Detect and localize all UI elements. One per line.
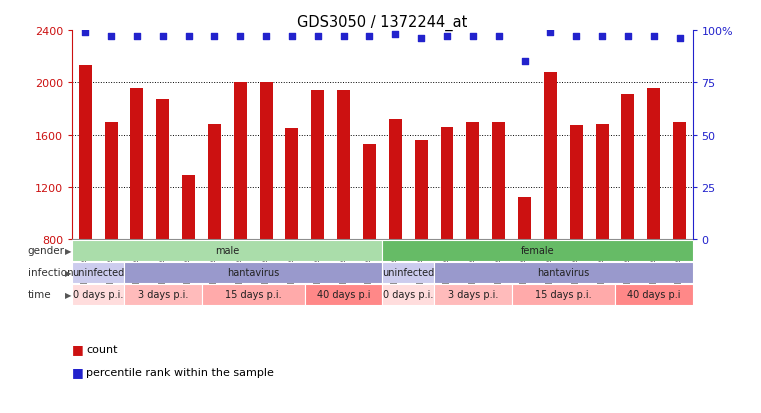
Bar <box>383 262 434 283</box>
Point <box>492 34 505 40</box>
Text: 0 days p.i.: 0 days p.i. <box>383 290 434 299</box>
Point <box>648 34 660 40</box>
Bar <box>311 91 324 240</box>
Bar <box>673 122 686 240</box>
Bar <box>260 83 272 240</box>
Point <box>209 34 221 40</box>
Text: hantavirus: hantavirus <box>537 268 590 278</box>
Text: count: count <box>86 344 117 354</box>
Point <box>622 34 634 40</box>
Text: hantavirus: hantavirus <box>227 268 279 278</box>
Text: 15 days p.i.: 15 days p.i. <box>535 290 591 299</box>
Bar <box>234 83 247 240</box>
Text: uninfected: uninfected <box>382 268 435 278</box>
Bar <box>383 240 693 261</box>
Bar <box>363 145 376 240</box>
Bar <box>622 95 635 240</box>
Bar <box>389 120 402 240</box>
Point <box>673 36 686 43</box>
Point <box>79 30 91 36</box>
Point <box>260 34 272 40</box>
Bar <box>285 129 298 240</box>
Bar <box>441 128 454 240</box>
Bar <box>72 240 383 261</box>
Bar <box>383 284 434 305</box>
Bar <box>648 88 661 240</box>
Bar <box>208 125 221 240</box>
Text: uninfected: uninfected <box>72 268 124 278</box>
Bar <box>415 140 428 240</box>
Bar <box>182 176 195 240</box>
Bar <box>518 198 531 240</box>
Text: ▶: ▶ <box>65 268 72 277</box>
Text: ■: ■ <box>72 342 84 356</box>
Text: 0 days p.i.: 0 days p.i. <box>73 290 123 299</box>
Bar <box>466 122 479 240</box>
Bar <box>78 66 91 240</box>
Bar <box>202 284 305 305</box>
Text: 3 days p.i.: 3 days p.i. <box>138 290 188 299</box>
Text: 3 days p.i.: 3 days p.i. <box>447 290 498 299</box>
Bar <box>570 126 583 240</box>
Bar <box>104 122 117 240</box>
Bar <box>72 262 124 283</box>
Point <box>596 34 608 40</box>
Text: 40 days p.i: 40 days p.i <box>627 290 680 299</box>
Text: infection: infection <box>27 268 73 278</box>
Point <box>415 36 427 43</box>
Point <box>570 34 582 40</box>
Bar <box>511 284 615 305</box>
Title: GDS3050 / 1372244_at: GDS3050 / 1372244_at <box>298 15 467 31</box>
Bar <box>305 284 383 305</box>
Point <box>286 34 298 40</box>
Bar <box>615 284 693 305</box>
Text: ▶: ▶ <box>65 290 72 299</box>
Bar <box>434 262 693 283</box>
Bar <box>156 100 169 240</box>
Point <box>441 34 453 40</box>
Point <box>131 34 143 40</box>
Point <box>183 34 195 40</box>
Point <box>338 34 350 40</box>
Text: time: time <box>27 290 51 299</box>
Bar <box>596 125 609 240</box>
Text: percentile rank within the sample: percentile rank within the sample <box>86 367 274 377</box>
Point <box>105 34 117 40</box>
Bar <box>434 284 511 305</box>
Point <box>466 34 479 40</box>
Point <box>157 34 169 40</box>
Bar <box>72 284 124 305</box>
Bar <box>492 122 505 240</box>
Point <box>234 34 247 40</box>
Text: 40 days p.i: 40 days p.i <box>317 290 371 299</box>
Text: male: male <box>215 246 240 256</box>
Text: 15 days p.i.: 15 days p.i. <box>225 290 282 299</box>
Point <box>312 34 324 40</box>
Bar <box>544 73 557 240</box>
Point <box>364 34 376 40</box>
Text: ■: ■ <box>72 365 84 378</box>
Bar <box>124 262 383 283</box>
Point <box>389 32 401 38</box>
Point <box>518 59 530 66</box>
Bar <box>130 88 143 240</box>
Text: gender: gender <box>27 246 65 256</box>
Text: female: female <box>521 246 554 256</box>
Bar <box>124 284 202 305</box>
Text: ▶: ▶ <box>65 246 72 255</box>
Point <box>544 30 556 36</box>
Bar <box>337 91 350 240</box>
